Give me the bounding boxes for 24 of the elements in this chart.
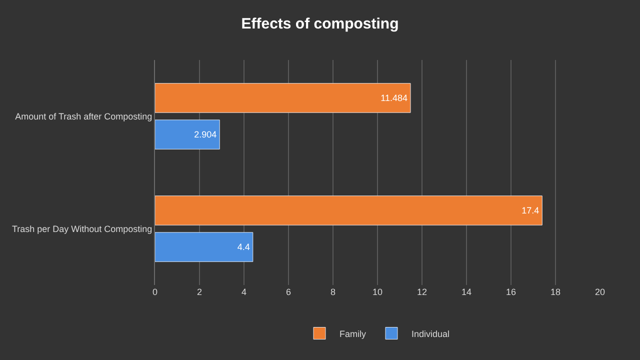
bar — [155, 120, 220, 150]
x-tick-label: 6 — [286, 287, 292, 297]
bar — [155, 232, 254, 262]
legend-label: Individual — [412, 328, 450, 339]
x-tick-label: 8 — [330, 287, 336, 297]
x-tick-label: 4 — [241, 287, 247, 297]
bar — [155, 196, 542, 226]
x-tick-label: 12 — [416, 287, 428, 297]
x-tick-label: 14 — [461, 287, 472, 297]
x-tick-label: 0 — [152, 287, 158, 297]
data-label: 4.4 — [237, 242, 250, 252]
x-tick-label: 20 — [594, 287, 606, 297]
bar — [155, 83, 411, 113]
x-tick-label: 10 — [372, 287, 383, 297]
chart-title: Effects of composting — [241, 16, 399, 32]
data-label: 2.904 — [194, 130, 217, 140]
data-label: 17.4 — [522, 205, 540, 216]
x-tick-label: 18 — [550, 287, 561, 297]
x-tick-label: 16 — [506, 287, 516, 297]
x-tick-label: 2 — [196, 287, 202, 297]
y-tick-label: Trash per Day Without Composting — [12, 224, 152, 234]
legend-label: Family — [340, 328, 366, 339]
data-label: 11.484 — [380, 92, 408, 103]
y-tick-label: Amount of Trash after Composting — [15, 111, 152, 122]
